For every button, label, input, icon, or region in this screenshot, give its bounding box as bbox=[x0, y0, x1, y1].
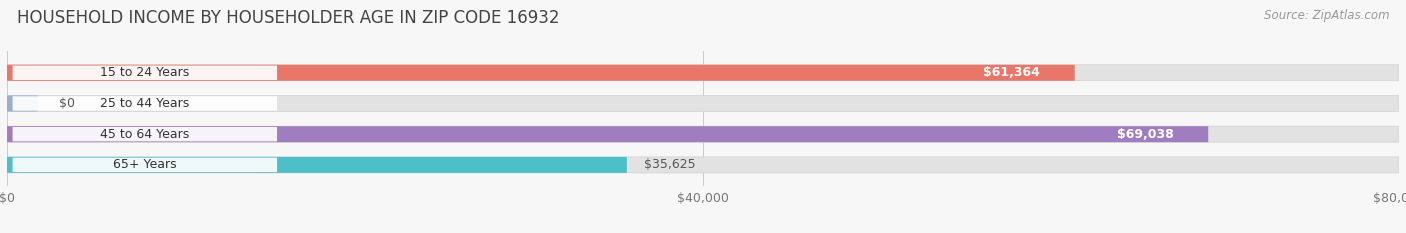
FancyBboxPatch shape bbox=[7, 157, 627, 173]
FancyBboxPatch shape bbox=[13, 96, 277, 111]
Text: 15 to 24 Years: 15 to 24 Years bbox=[100, 66, 190, 79]
Text: 45 to 64 Years: 45 to 64 Years bbox=[100, 128, 190, 141]
Text: Source: ZipAtlas.com: Source: ZipAtlas.com bbox=[1264, 9, 1389, 22]
FancyBboxPatch shape bbox=[7, 157, 1399, 173]
FancyBboxPatch shape bbox=[7, 96, 38, 111]
FancyBboxPatch shape bbox=[7, 126, 1208, 142]
Text: 65+ Years: 65+ Years bbox=[112, 158, 177, 171]
FancyBboxPatch shape bbox=[7, 96, 1399, 111]
FancyBboxPatch shape bbox=[1085, 127, 1204, 141]
Text: 25 to 44 Years: 25 to 44 Years bbox=[100, 97, 190, 110]
FancyBboxPatch shape bbox=[13, 65, 277, 80]
Text: HOUSEHOLD INCOME BY HOUSEHOLDER AGE IN ZIP CODE 16932: HOUSEHOLD INCOME BY HOUSEHOLDER AGE IN Z… bbox=[17, 9, 560, 27]
Text: $35,625: $35,625 bbox=[644, 158, 695, 171]
FancyBboxPatch shape bbox=[7, 65, 1399, 81]
FancyBboxPatch shape bbox=[13, 127, 277, 141]
FancyBboxPatch shape bbox=[7, 126, 1399, 142]
Text: $69,038: $69,038 bbox=[1116, 128, 1173, 141]
Text: $0: $0 bbox=[59, 97, 75, 110]
FancyBboxPatch shape bbox=[13, 158, 277, 172]
FancyBboxPatch shape bbox=[952, 65, 1070, 80]
FancyBboxPatch shape bbox=[7, 65, 1074, 81]
Text: $61,364: $61,364 bbox=[983, 66, 1040, 79]
